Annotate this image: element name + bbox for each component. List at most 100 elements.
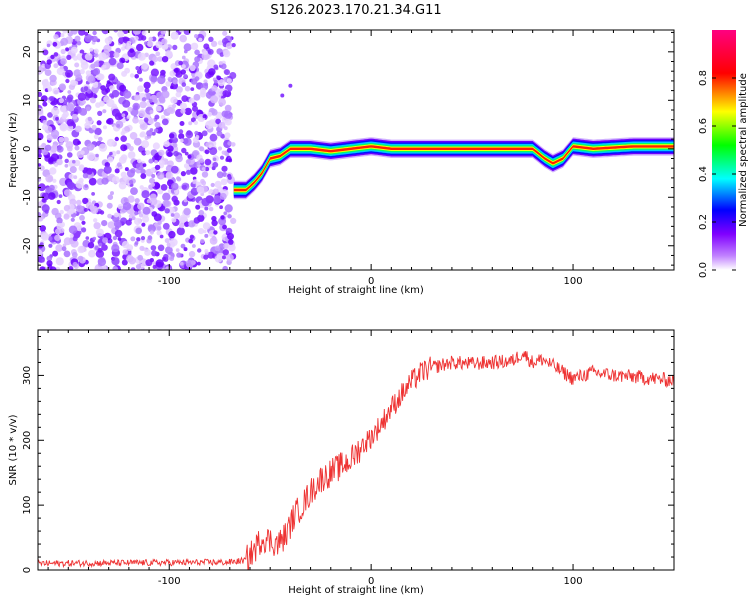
noise-speckle	[212, 157, 217, 161]
noise-speckle	[56, 158, 63, 166]
noise-speckle	[190, 87, 195, 91]
noise-speckle	[198, 209, 205, 216]
noise-speckle	[49, 96, 55, 102]
noise-speckle	[194, 56, 201, 63]
noise-speckle	[165, 171, 174, 180]
noise-speckle	[164, 238, 170, 244]
noise-speckle	[38, 132, 44, 141]
noise-speckle	[149, 110, 154, 114]
heatmap-frame	[37, 29, 675, 271]
noise-speckle	[154, 182, 161, 189]
noise-speckle	[91, 192, 95, 196]
noise-speckle	[46, 260, 53, 267]
noise-speckle	[87, 92, 93, 99]
noise-speckle	[66, 96, 73, 103]
noise-speckle	[38, 177, 42, 182]
noise-speckle	[86, 152, 95, 161]
noise-speckle	[172, 142, 178, 148]
noise-speckle	[167, 151, 173, 157]
noise-speckle	[170, 31, 179, 40]
noise-speckle	[38, 66, 44, 75]
noise-speckle	[88, 177, 97, 186]
noise-speckle	[111, 176, 120, 184]
noise-speckle	[166, 107, 172, 113]
noise-speckle	[227, 175, 232, 180]
noise-speckle	[61, 113, 68, 120]
noise-speckle	[67, 90, 72, 94]
noise-speckle	[141, 30, 147, 36]
noise-speckle	[194, 34, 199, 39]
noise-speckle	[92, 82, 99, 88]
noise-speckle	[227, 141, 232, 146]
noise-speckle	[139, 213, 143, 218]
colorbar-label: Normalized spectral amplitude	[738, 73, 749, 227]
noise-speckle	[68, 208, 75, 215]
noise-speckle	[151, 174, 156, 178]
noise-speckle	[181, 95, 189, 102]
noise-speckle	[114, 168, 120, 174]
noise-speckle	[63, 237, 72, 246]
noise-speckle	[143, 81, 151, 89]
noise-speckle	[179, 121, 185, 126]
noise-speckle	[148, 158, 154, 164]
noise-speckle	[69, 166, 77, 174]
noise-speckle	[118, 181, 127, 190]
noise-speckle	[180, 243, 186, 249]
y-tick-label: 0	[22, 146, 33, 152]
noise-speckle	[194, 49, 200, 56]
noise-speckle	[74, 62, 80, 68]
noise-speckle	[128, 179, 134, 185]
noise-speckle	[93, 218, 98, 223]
noise-speckle	[208, 36, 214, 42]
noise-speckle	[144, 249, 152, 256]
noise-speckle	[183, 247, 188, 252]
noise-speckle	[58, 83, 66, 91]
noise-speckle	[172, 103, 177, 109]
noise-speckle	[114, 136, 120, 142]
noise-speckle	[183, 208, 191, 216]
noise-speckle	[162, 222, 170, 230]
noise-speckle	[231, 142, 236, 147]
noise-speckle	[169, 238, 178, 247]
noise-speckle	[106, 202, 113, 209]
noise-speckle	[70, 30, 78, 35]
x-tick-label: 100	[564, 276, 583, 287]
noise-speckle	[101, 244, 108, 251]
noise-speckle	[60, 58, 67, 65]
noise-speckle	[198, 228, 205, 235]
noise-speckle	[179, 138, 184, 143]
noise-speckle	[166, 242, 171, 247]
snr-marks	[38, 351, 674, 570]
noise-speckle	[204, 158, 212, 166]
x-tick-label: 0	[368, 576, 374, 587]
noise-speckle	[127, 106, 133, 112]
noise-speckle	[102, 109, 107, 114]
noise-speckle	[38, 256, 45, 263]
noise-speckle	[161, 38, 168, 45]
noise-speckle	[102, 125, 108, 130]
noise-speckle	[44, 209, 49, 214]
noise-speckle	[93, 134, 99, 140]
noise-speckle	[155, 51, 161, 57]
noise-speckle	[194, 130, 199, 136]
noise-speckle	[171, 217, 177, 223]
noise-speckle	[161, 56, 169, 63]
colorbar-ticks: 0.0 0.2 0.4 0.6 0.8	[698, 70, 736, 278]
noise-speckle	[151, 131, 156, 136]
noise-speckle	[116, 162, 122, 168]
noise-speckle	[146, 130, 153, 137]
noise-speckle	[181, 147, 187, 154]
noise-speckle	[48, 243, 53, 248]
noise-speckle	[48, 157, 54, 163]
noise-speckle	[195, 135, 200, 139]
noise-speckle	[120, 217, 128, 225]
noise-speckle	[179, 261, 184, 266]
noise-speckle	[128, 145, 134, 152]
noise-speckle	[171, 182, 179, 191]
noise-speckle	[180, 69, 186, 75]
noise-speckle	[48, 236, 53, 241]
noise-speckle	[97, 257, 107, 267]
noise-speckle	[158, 149, 165, 157]
noise-speckle	[72, 159, 76, 164]
noise-speckle	[143, 117, 149, 123]
